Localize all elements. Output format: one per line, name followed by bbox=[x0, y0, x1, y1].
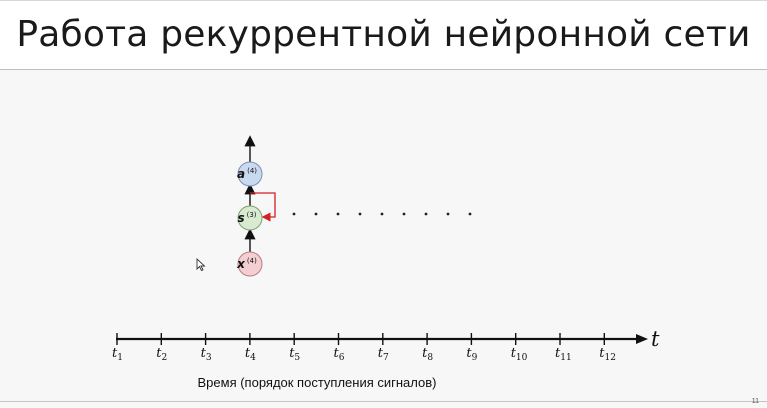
time-tick-label: t1 bbox=[112, 346, 123, 363]
recurrent-loop bbox=[250, 192, 276, 222]
time-tick-label: t7 bbox=[378, 346, 389, 363]
state-node: s (3) bbox=[237, 205, 263, 231]
ellipsis-dot bbox=[380, 212, 384, 216]
continuation-dots bbox=[292, 212, 472, 216]
time-tick-label: t3 bbox=[201, 346, 212, 363]
page-number: 11 bbox=[751, 398, 759, 405]
ellipsis-dot bbox=[314, 212, 318, 216]
ellipsis-dot bbox=[336, 212, 340, 216]
time-tick-label: t6 bbox=[334, 346, 345, 363]
svg-text:a(4): a (4) bbox=[237, 167, 257, 181]
input-node-symbol: x bbox=[236, 257, 246, 271]
svg-text:s(3): s (3) bbox=[237, 211, 256, 225]
input-node-superscript: (4) bbox=[247, 257, 257, 265]
time-tick-label: t5 bbox=[289, 346, 300, 363]
time-tick-label: t9 bbox=[466, 346, 477, 363]
ellipsis-dot bbox=[424, 212, 428, 216]
state-node-symbol: s bbox=[237, 211, 244, 225]
title-bar: Работа рекуррентной нейронной сети bbox=[0, 0, 767, 70]
time-axis-label: t bbox=[651, 327, 660, 351]
input-node: x (4) bbox=[236, 251, 263, 277]
ellipsis-dot bbox=[446, 212, 450, 216]
output-node-superscript: (4) bbox=[247, 167, 257, 175]
time-tick-labels: t1 t2 t3 t4 t5 t6 t7 t8 t9 t10 t11 t12 bbox=[112, 346, 616, 363]
ellipsis-dot bbox=[358, 212, 362, 216]
mouse-cursor-icon bbox=[196, 258, 206, 272]
time-tick-label: t8 bbox=[422, 346, 433, 363]
time-tick-label: t10 bbox=[511, 346, 528, 363]
time-tick-label: t2 bbox=[156, 346, 167, 363]
time-axis-caption: Время (порядок поступления сигналов) bbox=[197, 375, 437, 390]
time-ticks bbox=[116, 333, 605, 345]
time-tick-label: t4 bbox=[245, 346, 256, 363]
time-tick-label: t12 bbox=[599, 346, 616, 363]
bottom-rule bbox=[0, 401, 767, 402]
ellipsis-dot bbox=[468, 212, 472, 216]
svg-text:x(4): x (4) bbox=[236, 257, 257, 271]
time-axis-arrowhead bbox=[636, 334, 648, 344]
output-node-symbol: a bbox=[237, 167, 245, 181]
ellipsis-dot bbox=[292, 212, 296, 216]
state-node-superscript: (3) bbox=[247, 211, 257, 219]
time-tick-label: t11 bbox=[555, 346, 572, 363]
output-node: a (4) bbox=[237, 161, 263, 187]
slide-title: Работа рекуррентной нейронной сети bbox=[16, 14, 751, 55]
ellipsis-dot bbox=[402, 212, 406, 216]
